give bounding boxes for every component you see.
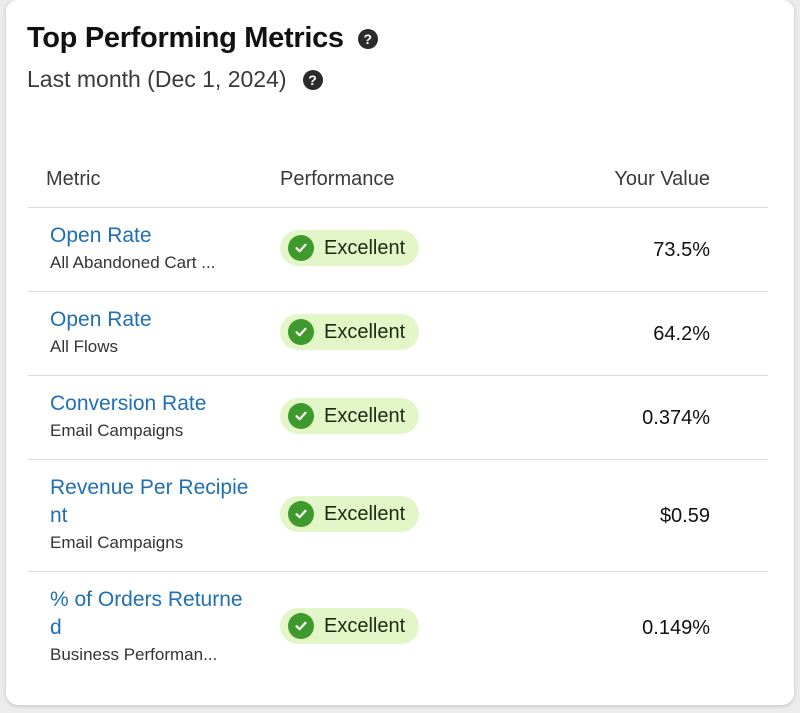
metric-value: 0.149% <box>642 617 710 639</box>
metric-link[interactable]: Open Rate <box>50 308 152 331</box>
metrics-table: Metric Performance Your Value Open Rate … <box>28 150 768 683</box>
metric-cell: Revenue Per Recipient Email Campaigns <box>50 474 250 554</box>
metric-link[interactable]: % of Orders Returned <box>50 588 243 639</box>
date-range-label: Last month (Dec 1, 2024) <box>27 66 287 92</box>
check-circle-icon <box>288 319 314 345</box>
performance-label: Excellent <box>324 502 406 525</box>
help-icon[interactable]: ? <box>357 28 378 49</box>
metrics-card: Top Performing Metrics ? Last month (Dec… <box>6 0 794 705</box>
performance-badge: Excellent <box>280 608 420 644</box>
metric-link[interactable]: Open Rate <box>50 224 152 247</box>
help-icon[interactable]: ? <box>302 69 323 90</box>
metric-source: All Abandoned Cart ... <box>50 253 216 272</box>
performance-badge: Excellent <box>280 314 420 350</box>
table-header: Metric Performance Your Value <box>28 150 768 208</box>
metric-source: All Flows <box>50 337 119 356</box>
metric-cell: Open Rate All Flows <box>50 306 250 358</box>
card-title: Top Performing Metrics <box>27 22 344 54</box>
metric-value: 0.374% <box>642 407 710 429</box>
metric-source: Email Campaigns <box>50 533 184 552</box>
check-circle-icon <box>288 613 314 639</box>
performance-label: Excellent <box>324 404 406 427</box>
metric-value: $0.59 <box>659 505 710 527</box>
column-header-performance: Performance <box>280 168 395 190</box>
table-row: % of Orders Returned Business Performan.… <box>28 572 768 683</box>
performance-label: Excellent <box>324 320 406 343</box>
metric-source: Email Campaigns <box>50 421 184 440</box>
metric-value: 64.2% <box>653 323 710 345</box>
metric-source: Business Performan... <box>50 645 218 664</box>
column-header-value: Your Value <box>614 168 710 190</box>
metric-link[interactable]: Revenue Per Recipient <box>50 476 249 527</box>
performance-badge: Excellent <box>280 230 420 266</box>
subtitle-row: Last month (Dec 1, 2024) ? <box>27 66 323 93</box>
metric-cell: Open Rate All Abandoned Cart ... <box>50 222 250 274</box>
column-header-metric: Metric <box>46 168 101 190</box>
performance-badge: Excellent <box>280 496 420 532</box>
title-row: Top Performing Metrics ? <box>27 22 378 55</box>
performance-label: Excellent <box>324 236 406 259</box>
metric-cell: Conversion Rate Email Campaigns <box>50 390 250 442</box>
performance-badge: Excellent <box>280 398 420 434</box>
performance-label: Excellent <box>324 614 406 637</box>
check-circle-icon <box>288 403 314 429</box>
table-row: Open Rate All Abandoned Cart ... Excelle… <box>28 208 768 292</box>
metric-cell: % of Orders Returned Business Performan.… <box>50 586 250 666</box>
table-row: Open Rate All Flows Excellent 64.2% <box>28 292 768 376</box>
check-circle-icon <box>288 235 314 261</box>
metric-value: 73.5% <box>653 239 710 261</box>
check-circle-icon <box>288 501 314 527</box>
table-row: Conversion Rate Email Campaigns Excellen… <box>28 376 768 460</box>
table-row: Revenue Per Recipient Email Campaigns Ex… <box>28 460 768 572</box>
metric-link[interactable]: Conversion Rate <box>50 392 207 415</box>
